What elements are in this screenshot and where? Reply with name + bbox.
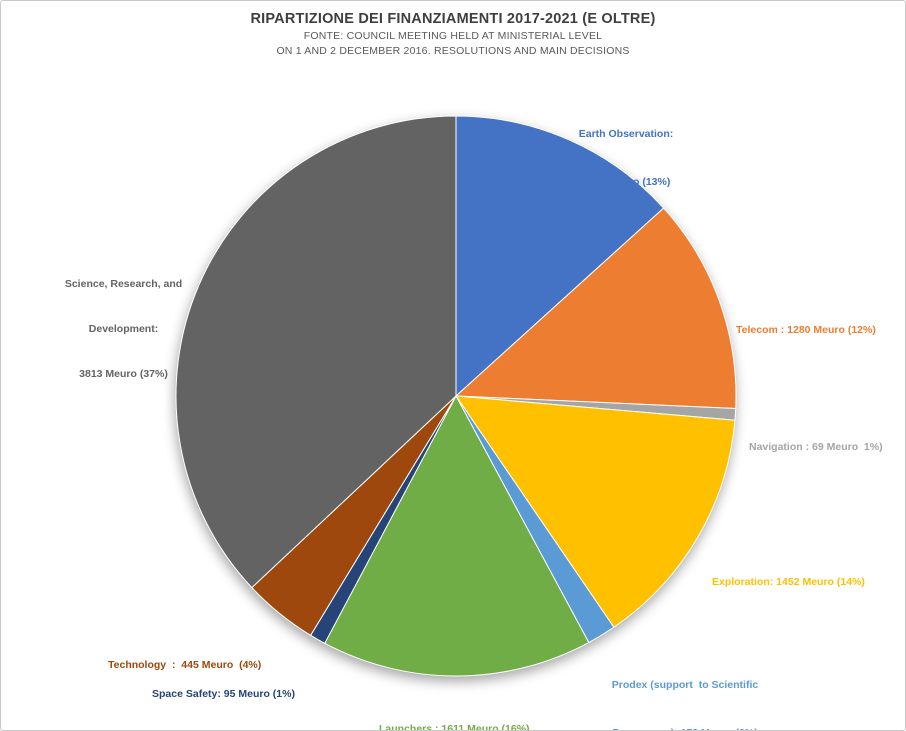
label-line: Space Safety: 95 Meuro (1%) bbox=[152, 688, 295, 700]
label-launchers: Launchers : 1611 Meuro (16%) bbox=[379, 689, 530, 731]
pie-slices-group bbox=[175, 115, 737, 677]
label-line: Science, Research, and bbox=[64, 278, 183, 290]
label-navigation: Navigation : 69 Meuro 1%) bbox=[749, 407, 883, 487]
label-science-research-development: Science, Research, and Development: 3813… bbox=[51, 247, 196, 412]
chart-title-block: RIPARTIZIONE DEI FINANZIAMENTI 2017-2021… bbox=[1, 11, 905, 57]
label-technology: Technology : 445 Meuro (4%) bbox=[108, 625, 261, 705]
label-space-safety: Space Safety: 95 Meuro (1%) bbox=[152, 654, 295, 730]
pie-slice-telecom[interactable] bbox=[454, 207, 737, 410]
pie-slice-earth-observation[interactable] bbox=[455, 115, 665, 398]
label-line: Development: bbox=[88, 323, 159, 335]
label-line: 3813 Meuro (37%) bbox=[79, 368, 168, 380]
pie-slice-science-research-development[interactable] bbox=[175, 115, 457, 589]
label-line: Telecom : 1280 Meuro (12%) bbox=[736, 324, 876, 336]
pie-slice-launchers[interactable] bbox=[324, 394, 590, 677]
chart-title: RIPARTIZIONE DEI FINANZIAMENTI 2017-2021… bbox=[250, 11, 656, 27]
label-line: Technology : 445 Meuro (4%) bbox=[108, 659, 262, 671]
label-line: Prodex (support to Scientific bbox=[611, 679, 759, 691]
chart-subtitle-line-2: ON 1 AND 2 DECEMBER 2016. RESOLUTIONS AN… bbox=[276, 45, 630, 57]
label-line: Launchers : 1611 Meuro (16%) bbox=[379, 723, 530, 731]
label-telecom: Telecom : 1280 Meuro (12%) bbox=[736, 290, 876, 370]
chart-subtitle-line-1: FONTE: COUNCIL MEETING HELD AT MINISTERI… bbox=[303, 30, 603, 42]
pie-slice-exploration[interactable] bbox=[454, 395, 736, 628]
label-exploration: Exploration: 1452 Meuro (14%) bbox=[712, 542, 865, 622]
label-line: 1370 Meuro (13%) bbox=[581, 176, 671, 188]
label-prodex: Prodex (support to Scientific Programme)… bbox=[599, 645, 771, 730]
label-line: Earth Observation: bbox=[578, 128, 674, 140]
label-line: Navigation : 69 Meuro 1%) bbox=[749, 441, 883, 453]
label-earth-observation: Earth Observation: 1370 Meuro (13%) bbox=[541, 94, 711, 222]
label-line: Programme): 172 Meuro (2%) bbox=[599, 725, 771, 730]
label-line: Exploration: 1452 Meuro (14%) bbox=[712, 576, 865, 588]
